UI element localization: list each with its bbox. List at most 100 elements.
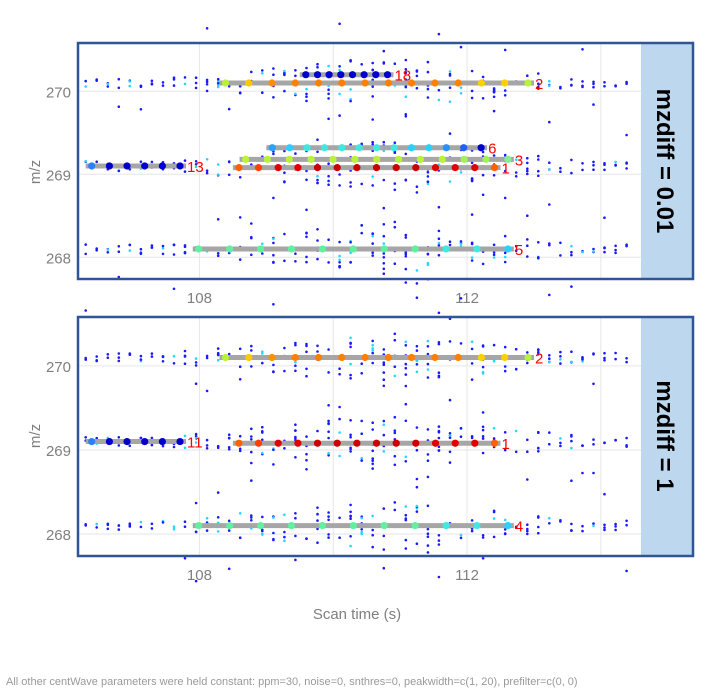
raw-point xyxy=(194,382,198,386)
raw-point xyxy=(128,444,132,448)
raw-point xyxy=(371,254,375,257)
y-tick-labels: 268 269 270 xyxy=(46,359,71,544)
raw-point xyxy=(382,361,386,364)
raw-point xyxy=(415,426,419,429)
raw-point xyxy=(371,85,375,88)
raw-point xyxy=(559,350,562,354)
raw-point xyxy=(526,523,529,526)
raw-point xyxy=(283,149,286,153)
peak-point-13 xyxy=(88,162,96,170)
raw-point xyxy=(327,430,330,434)
raw-point xyxy=(548,522,551,525)
peak-point-3 xyxy=(285,155,293,163)
raw-point xyxy=(415,510,419,513)
raw-point xyxy=(526,361,529,365)
raw-point xyxy=(216,358,220,362)
y-tick-label: 268 xyxy=(46,250,71,267)
raw-point xyxy=(404,547,408,550)
peak-point-1 xyxy=(412,439,420,447)
raw-point xyxy=(216,252,220,255)
raw-point xyxy=(382,223,386,226)
raw-point xyxy=(537,350,540,354)
raw-point xyxy=(570,244,573,248)
raw-point xyxy=(382,566,386,570)
raw-point xyxy=(128,80,132,83)
raw-point xyxy=(261,528,264,532)
raw-point xyxy=(161,244,165,248)
strip-background xyxy=(641,318,692,555)
raw-point xyxy=(581,529,584,533)
raw-point xyxy=(382,534,386,538)
raw-point xyxy=(238,536,242,540)
raw-point xyxy=(205,438,209,442)
raw-point xyxy=(139,525,143,529)
raw-point xyxy=(404,68,408,71)
raw-point xyxy=(294,360,297,364)
raw-point xyxy=(371,251,375,254)
raw-point xyxy=(492,426,496,430)
raw-point xyxy=(283,535,286,539)
raw-point xyxy=(481,150,485,154)
raw-point xyxy=(382,140,386,144)
raw-point xyxy=(437,98,441,102)
raw-point xyxy=(360,530,364,534)
raw-point xyxy=(238,365,242,369)
raw-point xyxy=(382,384,386,388)
raw-point xyxy=(305,367,308,371)
raw-point xyxy=(437,445,441,449)
raw-point xyxy=(305,95,308,98)
raw-point xyxy=(426,535,430,538)
raw-point xyxy=(283,171,286,174)
raw-point xyxy=(426,175,430,178)
raw-point xyxy=(84,85,87,88)
raw-point xyxy=(625,523,628,527)
raw-point xyxy=(272,370,275,374)
raw-point xyxy=(371,459,375,463)
raw-point xyxy=(437,375,441,379)
raw-point xyxy=(327,88,330,91)
raw-point xyxy=(437,425,441,428)
raw-point xyxy=(625,167,628,170)
raw-point xyxy=(404,152,408,156)
raw-point xyxy=(437,436,441,440)
raw-point xyxy=(437,431,441,434)
raw-point xyxy=(526,255,529,258)
raw-point xyxy=(570,360,573,364)
raw-point xyxy=(415,477,419,481)
raw-point xyxy=(437,32,441,36)
peak-point-2 xyxy=(221,353,230,362)
peak-point-3 xyxy=(263,155,271,163)
raw-point xyxy=(492,535,496,539)
peak-point-1 xyxy=(254,164,263,172)
raw-point xyxy=(117,528,121,531)
raw-point xyxy=(216,516,220,519)
raw-point xyxy=(117,524,121,527)
raw-point xyxy=(415,269,419,272)
raw-point xyxy=(470,178,474,182)
raw-point xyxy=(404,115,408,118)
raw-point xyxy=(84,79,87,83)
y-axis-title: m/z xyxy=(27,160,44,184)
raw-point xyxy=(570,78,573,81)
raw-point xyxy=(526,244,529,247)
raw-point xyxy=(283,259,286,263)
raw-point xyxy=(238,258,242,261)
raw-point xyxy=(294,92,297,96)
raw-point xyxy=(338,454,341,458)
raw-point xyxy=(503,260,507,264)
raw-point xyxy=(117,86,121,90)
raw-point xyxy=(371,361,375,365)
raw-point xyxy=(349,181,352,184)
panel-border xyxy=(76,315,695,558)
raw-point xyxy=(459,342,463,345)
raw-point xyxy=(570,446,573,450)
raw-point xyxy=(393,332,397,336)
raw-point xyxy=(194,436,198,440)
raw-point xyxy=(338,367,341,371)
raw-point xyxy=(305,350,308,354)
raw-point xyxy=(614,163,617,167)
raw-point xyxy=(250,344,253,348)
raw-point xyxy=(327,238,330,241)
raw-point xyxy=(537,154,540,158)
raw-point xyxy=(415,448,419,452)
